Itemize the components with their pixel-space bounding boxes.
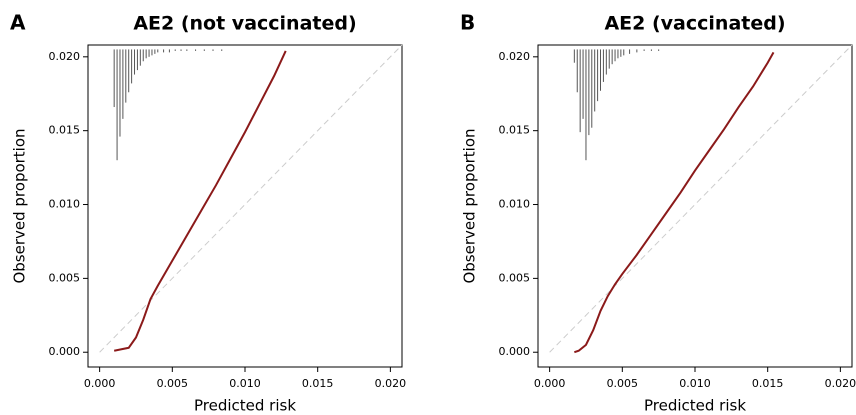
y-tick-label: 0.020 xyxy=(499,50,531,63)
x-tick-label: 0.005 xyxy=(607,377,639,390)
y-axis-label: Observed proportion xyxy=(461,128,479,283)
y-tick-label: 0.000 xyxy=(49,345,81,358)
x-tick-label: 0.020 xyxy=(825,377,856,390)
x-tick-label: 0.020 xyxy=(375,377,407,390)
chart-title: AE2 (vaccinated) xyxy=(604,13,785,35)
chart-title: AE2 (not vaccinated) xyxy=(133,13,356,35)
panel-letter: B xyxy=(460,11,475,35)
y-axis-label: Observed proportion xyxy=(11,128,29,283)
y-tick-label: 0.010 xyxy=(49,198,81,211)
reference-line xyxy=(549,44,853,353)
panel-letter: A xyxy=(10,11,26,35)
y-tick-label: 0.010 xyxy=(499,198,531,211)
y-tick-label: 0.005 xyxy=(49,271,81,284)
x-tick-label: 0.000 xyxy=(534,377,566,390)
y-tick-label: 0.015 xyxy=(49,124,81,137)
x-axis-label: Predicted risk xyxy=(644,397,746,415)
y-tick-label: 0.005 xyxy=(499,271,531,284)
calibration-curve xyxy=(574,51,775,354)
x-tick-label: 0.000 xyxy=(84,377,116,390)
x-tick-label: 0.005 xyxy=(157,377,189,390)
x-axis-label: Predicted risk xyxy=(194,397,296,415)
y-tick-label: 0.000 xyxy=(499,345,531,358)
y-tick-label: 0.015 xyxy=(499,124,531,137)
calibration-curve xyxy=(113,50,287,352)
x-tick-label: 0.015 xyxy=(752,377,784,390)
y-tick-label: 0.020 xyxy=(49,50,81,63)
reference-line xyxy=(99,44,403,353)
x-tick-label: 0.010 xyxy=(229,377,261,390)
x-tick-label: 0.010 xyxy=(679,377,711,390)
x-tick-label: 0.015 xyxy=(302,377,334,390)
